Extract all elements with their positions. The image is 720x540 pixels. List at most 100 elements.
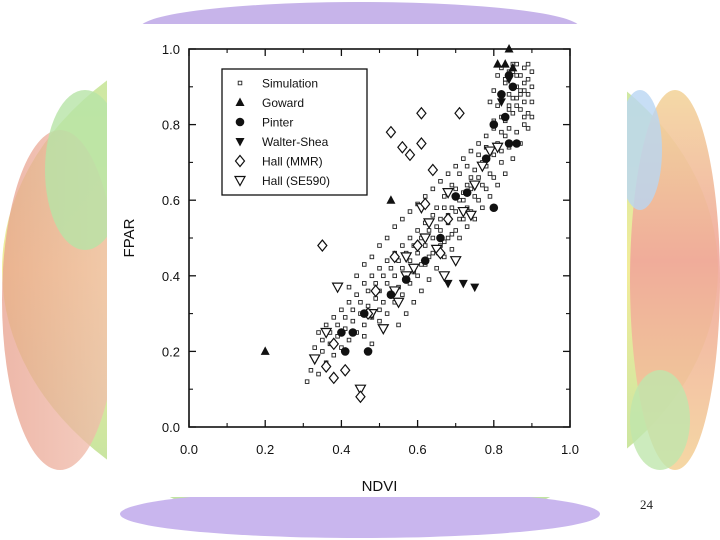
walter-shea-point: [443, 279, 453, 289]
goward-point: [493, 59, 503, 68]
simulation-point: [518, 92, 523, 97]
pinter-point: [504, 139, 514, 148]
simulation-point: [422, 243, 428, 248]
simulation-point: [346, 300, 352, 305]
simulation-point: [518, 73, 523, 78]
simulation-point: [335, 322, 340, 328]
goward-point: [500, 59, 510, 68]
simulation-point: [487, 99, 493, 105]
pinter-point: [363, 347, 373, 356]
simulation-point: [525, 126, 531, 131]
simulation-point: [472, 194, 478, 199]
x-axis-label: NDVI: [362, 478, 398, 495]
simulation-point: [316, 330, 321, 335]
simulation-point: [506, 107, 512, 112]
hall-se590-point: [483, 146, 497, 158]
page-number: 24: [640, 497, 653, 512]
hall-mmr-point: [370, 284, 381, 298]
simulation-point: [331, 315, 337, 320]
simulation-point: [430, 250, 436, 256]
simulation-point: [407, 258, 413, 263]
simulation-point: [369, 273, 375, 279]
legend-label-hall-se590: Hall (SE590): [262, 174, 330, 188]
hall-se590-point: [308, 354, 321, 366]
hall-mmr-point: [397, 140, 408, 154]
simulation-point: [362, 334, 367, 339]
simulation-point: [388, 265, 394, 271]
pinter-point: [500, 112, 510, 122]
simulation-point: [384, 235, 390, 241]
simulation-point: [495, 73, 500, 78]
simulation-point: [502, 171, 508, 176]
simulation-point: [445, 235, 451, 241]
simulation-point: [529, 99, 535, 105]
simulation-point: [316, 371, 321, 377]
simulation-point: [430, 213, 436, 218]
simulation-point: [472, 167, 478, 173]
hall-mmr-point: [317, 239, 328, 253]
simulation-point: [476, 197, 481, 203]
simulation-point: [487, 194, 493, 199]
simulation-point: [495, 182, 500, 188]
simulation-point: [312, 345, 317, 350]
goward-point: [260, 346, 270, 355]
simulation-point: [457, 216, 462, 222]
hall-mmr-point: [404, 148, 416, 162]
hall-mmr-point: [339, 363, 351, 377]
simulation-point: [453, 163, 458, 169]
hall-mmr-point: [442, 212, 454, 226]
goward-point: [386, 195, 396, 204]
pinter-point: [337, 328, 346, 337]
x-tick-label: 0.8: [485, 442, 503, 457]
fpar-ndvi-scatter-chart: 0.0 0.2 0.4 0.6 0.8 1.0 0.0 0.2 0.4 0.6 0.8 1.0 NDVI…: [121, 42, 579, 495]
simulation-point: [529, 114, 535, 120]
y-tick-label: 0.4: [162, 269, 180, 284]
pinter-point: [436, 233, 445, 243]
y-tick-label: 0.0: [162, 420, 180, 435]
simulation-point: [522, 99, 527, 105]
hall-se590-point: [377, 324, 390, 335]
walter-shea-point: [458, 279, 468, 289]
simulation-point: [362, 262, 367, 267]
legend-marker-simulation: [237, 80, 243, 86]
simulation-point: [342, 315, 348, 320]
pinter-point: [401, 275, 411, 284]
simulation-point: [525, 92, 531, 97]
simulation-point: [461, 216, 466, 222]
globe-left-green: [45, 90, 125, 250]
pinter-point: [508, 82, 518, 92]
walter-shea-point: [496, 98, 506, 107]
simulation-point: [449, 231, 455, 237]
globe-right-green: [630, 370, 690, 470]
simulation-point: [445, 171, 451, 176]
simulation-point: [392, 273, 397, 279]
simulation-point: [434, 265, 439, 271]
globe-bottom-band: [120, 490, 600, 538]
simulation-point: [510, 95, 516, 101]
simulation-point: [480, 205, 485, 211]
legend-label-simulation: Simulation: [262, 77, 318, 91]
hall-se590-point: [442, 188, 455, 199]
pinter-point: [420, 256, 430, 265]
simulation-point: [331, 352, 337, 358]
simulation-point: [514, 95, 519, 101]
simulation-point: [350, 307, 356, 313]
pinter-point: [504, 71, 514, 80]
y-tick-label: 0.2: [162, 344, 180, 359]
hall-mmr-point: [320, 360, 332, 373]
legend-marker-walter-shea: [235, 138, 245, 147]
simulation-point: [346, 284, 352, 290]
simulation-point: [400, 216, 405, 222]
simulation-point: [358, 300, 363, 305]
simulation-point: [384, 281, 390, 286]
hall-se590-point: [320, 327, 333, 339]
x-tick-label: 0.0: [180, 442, 198, 457]
simulation-point: [400, 243, 405, 248]
simulation-point: [430, 235, 436, 241]
simulation-point: [384, 258, 390, 263]
simulation-point: [480, 182, 485, 188]
simulation-point: [464, 182, 470, 188]
simulation-point: [339, 307, 344, 313]
simulation-point: [449, 247, 455, 252]
simulation-point: [487, 171, 493, 176]
